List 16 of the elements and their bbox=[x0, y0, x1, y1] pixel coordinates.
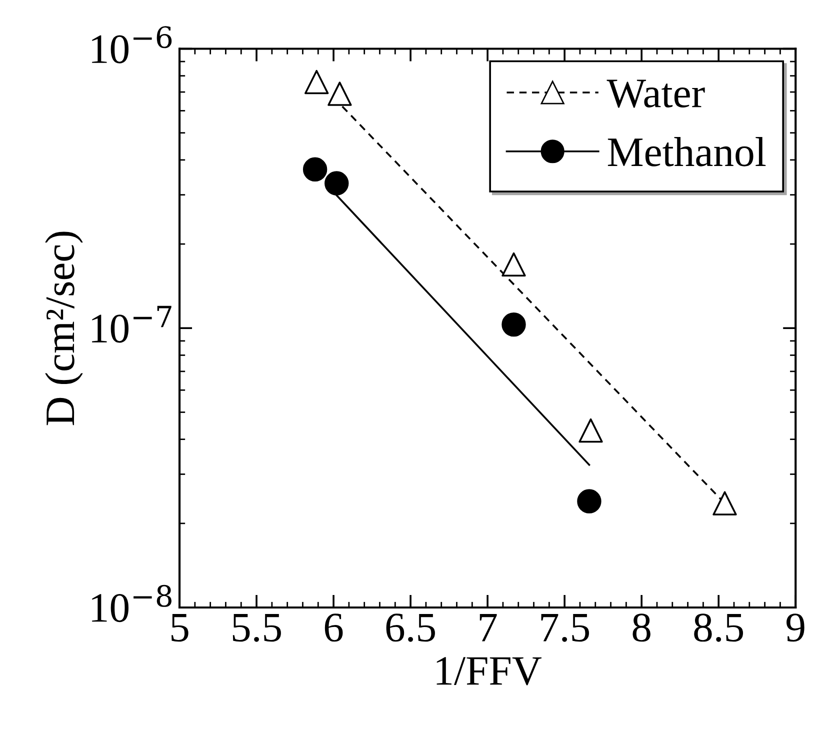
y-tick-label: 10$^{−7}$ bbox=[92, 306, 172, 343]
x-tick-label: 6 bbox=[324, 614, 343, 642]
x-tick-label: 5.5 bbox=[232, 614, 281, 642]
x-axis-title: 1/FFV bbox=[436, 657, 542, 686]
x-tick-label: 9 bbox=[786, 614, 804, 642]
x-tick-label: 6.5 bbox=[386, 614, 435, 642]
y-tick-label: 10$^{−6}$ bbox=[92, 26, 172, 64]
x-tick-label: 8 bbox=[632, 614, 650, 642]
x-tick-label: 8.5 bbox=[694, 614, 744, 642]
legend-label: Water bbox=[606, 80, 705, 108]
x-tick-label: 7.5 bbox=[541, 614, 589, 642]
x-tick-label: 7 bbox=[480, 614, 497, 642]
legend-label: Methanol bbox=[608, 137, 766, 166]
x-tick-label: 5 bbox=[172, 614, 188, 642]
y-axis-title: D (cm²/sec) bbox=[45, 232, 83, 426]
y-tick-label: 10$^{−8}$ bbox=[92, 584, 172, 622]
